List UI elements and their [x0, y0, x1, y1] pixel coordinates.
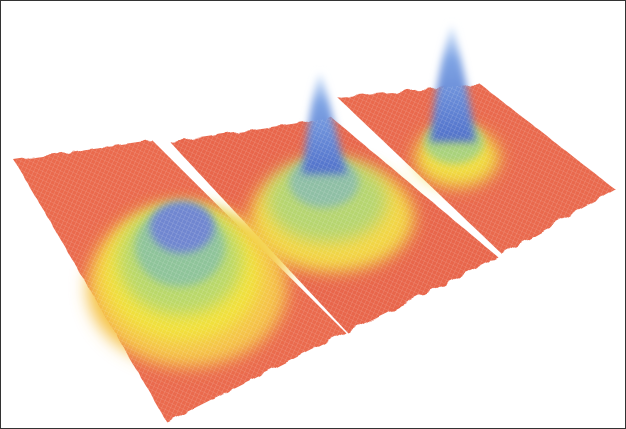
page [0, 0, 626, 429]
surface-plot-image [2, 2, 624, 427]
image-frame [0, 0, 626, 429]
mesh-overlay [14, 84, 616, 422]
